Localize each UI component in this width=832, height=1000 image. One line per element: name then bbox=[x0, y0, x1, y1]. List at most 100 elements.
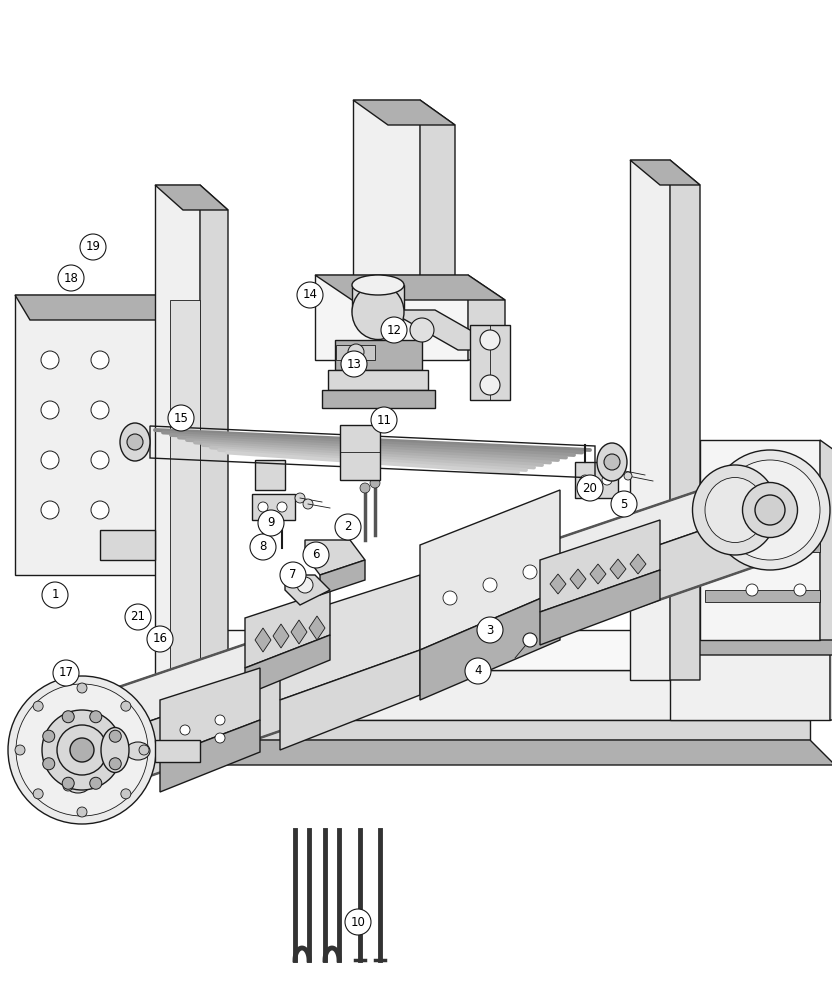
Text: 12: 12 bbox=[387, 324, 402, 336]
Circle shape bbox=[15, 745, 25, 755]
Circle shape bbox=[746, 484, 758, 496]
Ellipse shape bbox=[692, 465, 777, 555]
Polygon shape bbox=[160, 295, 195, 575]
Circle shape bbox=[180, 743, 190, 753]
Circle shape bbox=[523, 633, 537, 647]
Polygon shape bbox=[705, 590, 820, 602]
Circle shape bbox=[77, 683, 87, 693]
Polygon shape bbox=[200, 720, 810, 740]
Circle shape bbox=[443, 591, 457, 605]
Circle shape bbox=[794, 484, 806, 496]
Polygon shape bbox=[285, 575, 330, 605]
Polygon shape bbox=[820, 440, 832, 640]
Polygon shape bbox=[540, 520, 660, 612]
Ellipse shape bbox=[67, 779, 89, 793]
Polygon shape bbox=[420, 590, 560, 700]
Polygon shape bbox=[309, 616, 325, 640]
Polygon shape bbox=[280, 575, 420, 700]
Polygon shape bbox=[95, 510, 760, 795]
Circle shape bbox=[180, 725, 190, 735]
Ellipse shape bbox=[42, 710, 122, 790]
Circle shape bbox=[33, 701, 43, 711]
Ellipse shape bbox=[352, 275, 404, 295]
Circle shape bbox=[42, 582, 68, 608]
Circle shape bbox=[42, 730, 55, 742]
Circle shape bbox=[42, 758, 55, 770]
Circle shape bbox=[410, 318, 434, 342]
Circle shape bbox=[477, 617, 503, 643]
Circle shape bbox=[258, 510, 284, 536]
Polygon shape bbox=[340, 425, 380, 480]
Polygon shape bbox=[255, 628, 271, 652]
Circle shape bbox=[303, 499, 313, 509]
Text: 4: 4 bbox=[474, 664, 482, 678]
Ellipse shape bbox=[710, 450, 830, 570]
Polygon shape bbox=[155, 185, 200, 760]
Polygon shape bbox=[830, 630, 832, 720]
Polygon shape bbox=[291, 620, 307, 644]
Circle shape bbox=[62, 777, 74, 789]
Polygon shape bbox=[670, 630, 832, 655]
Polygon shape bbox=[160, 668, 260, 758]
Polygon shape bbox=[670, 160, 700, 680]
Circle shape bbox=[616, 466, 624, 474]
Polygon shape bbox=[335, 340, 422, 370]
Polygon shape bbox=[155, 740, 200, 762]
Circle shape bbox=[295, 493, 305, 503]
Polygon shape bbox=[420, 100, 455, 280]
Circle shape bbox=[121, 701, 131, 711]
Ellipse shape bbox=[352, 284, 404, 340]
Circle shape bbox=[91, 451, 109, 469]
Circle shape bbox=[380, 306, 404, 330]
Ellipse shape bbox=[720, 460, 820, 560]
Ellipse shape bbox=[755, 495, 785, 525]
Circle shape bbox=[277, 502, 287, 512]
Ellipse shape bbox=[705, 478, 765, 542]
Text: 11: 11 bbox=[377, 414, 392, 426]
Circle shape bbox=[90, 777, 102, 789]
Circle shape bbox=[215, 715, 225, 725]
Circle shape bbox=[794, 584, 806, 596]
Polygon shape bbox=[273, 624, 289, 648]
Circle shape bbox=[33, 789, 43, 799]
Polygon shape bbox=[200, 630, 810, 670]
Polygon shape bbox=[705, 490, 820, 502]
Ellipse shape bbox=[101, 728, 129, 772]
Polygon shape bbox=[352, 285, 404, 312]
Ellipse shape bbox=[57, 725, 107, 775]
Polygon shape bbox=[15, 295, 195, 320]
Polygon shape bbox=[570, 569, 586, 589]
Circle shape bbox=[523, 565, 537, 579]
Circle shape bbox=[250, 534, 276, 560]
Polygon shape bbox=[468, 275, 505, 360]
Circle shape bbox=[746, 534, 758, 546]
Circle shape bbox=[483, 578, 497, 592]
Circle shape bbox=[371, 407, 397, 433]
Circle shape bbox=[624, 472, 632, 480]
Ellipse shape bbox=[70, 738, 94, 762]
Ellipse shape bbox=[597, 443, 627, 481]
Circle shape bbox=[77, 807, 87, 817]
Circle shape bbox=[215, 733, 225, 743]
Text: 17: 17 bbox=[58, 666, 73, 680]
Text: 9: 9 bbox=[267, 516, 275, 530]
Polygon shape bbox=[200, 740, 832, 765]
Circle shape bbox=[53, 660, 79, 686]
Polygon shape bbox=[420, 490, 560, 650]
Text: 21: 21 bbox=[131, 610, 146, 624]
Circle shape bbox=[41, 501, 59, 519]
Circle shape bbox=[62, 711, 74, 723]
Text: 1: 1 bbox=[52, 588, 59, 601]
Ellipse shape bbox=[742, 483, 798, 538]
Polygon shape bbox=[95, 470, 760, 740]
Polygon shape bbox=[670, 630, 830, 720]
Text: 10: 10 bbox=[350, 916, 365, 928]
Polygon shape bbox=[255, 460, 285, 490]
Circle shape bbox=[80, 234, 106, 260]
Polygon shape bbox=[630, 160, 670, 680]
Circle shape bbox=[577, 475, 603, 501]
Polygon shape bbox=[353, 100, 420, 280]
Text: 20: 20 bbox=[582, 482, 597, 494]
Polygon shape bbox=[200, 670, 810, 720]
Circle shape bbox=[480, 330, 500, 350]
